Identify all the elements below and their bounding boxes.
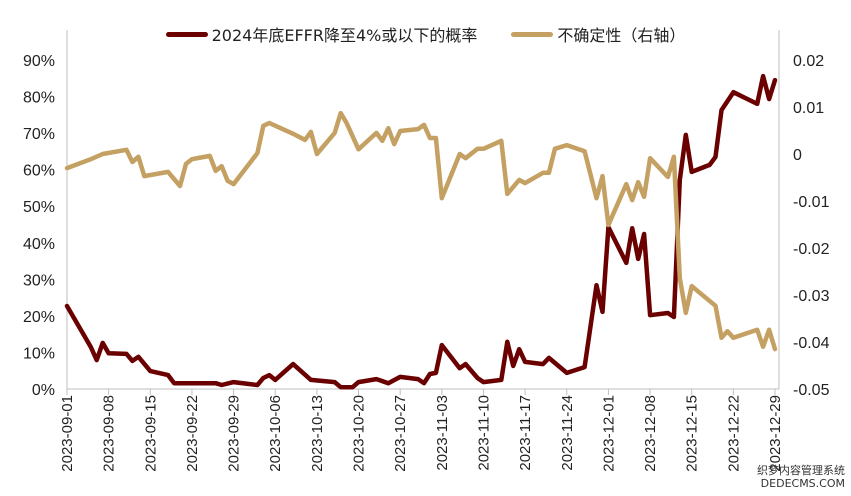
- x-tick-label: 2023-10-06: [267, 395, 284, 472]
- legend-item-probability: 2024年底EFFR降至4%或以下的概率: [165, 22, 478, 46]
- y-left-tick-label: 20%: [23, 309, 55, 326]
- x-tick-label: 2023-09-01: [59, 395, 76, 472]
- x-tick-label: 2023-12-29: [767, 395, 784, 472]
- y-left-tick-label: 50%: [23, 199, 55, 216]
- legend-item-uncertainty: 不确定性（右轴）: [511, 22, 685, 46]
- y-right-tick-label: 0.01: [793, 100, 824, 117]
- x-tick-label: 2023-12-08: [642, 395, 659, 472]
- y-right-tick-label: 0.02: [793, 53, 824, 70]
- legend-swatch-uncertainty: [511, 31, 554, 37]
- watermark-line2: DEDECMS.COM: [760, 477, 845, 490]
- x-tick-label: 2023-09-08: [101, 395, 118, 472]
- x-tick-label: 2023-10-13: [309, 395, 326, 472]
- y-left-tick-label: 10%: [23, 345, 55, 362]
- y-left-tick-label: 60%: [23, 163, 55, 180]
- x-tick-label: 2023-12-15: [684, 395, 701, 472]
- series-line-uncertainty: [64, 110, 778, 352]
- legend-label-uncertainty: 不确定性（右轴）: [557, 26, 686, 45]
- y-right-tick-label: -0.03: [793, 288, 830, 305]
- x-tick-label: 2023-10-20: [351, 395, 368, 472]
- x-tick-label: 2023-11-03: [434, 395, 451, 471]
- legend-label-probability: 2024年底EFFR降至4%或以下的概率: [211, 26, 478, 45]
- x-tick-label: 2023-11-24: [559, 395, 576, 471]
- x-tick-label: 2023-12-01: [600, 395, 617, 472]
- y-left-tick-label: 70%: [23, 126, 55, 143]
- series-line-probability: [64, 73, 778, 390]
- y-left-tick-label: 90%: [23, 53, 55, 70]
- y-right-tick-label: -0.01: [793, 194, 830, 211]
- y-right-tick-label: 0: [793, 147, 802, 164]
- x-tick-label: 2023-12-22: [725, 395, 742, 472]
- y-right-tick-label: -0.05: [793, 382, 830, 399]
- x-tick-label: 2023-11-17: [517, 395, 534, 471]
- legend-swatch-probability: [165, 31, 208, 37]
- x-tick-label: 2023-11-10: [475, 395, 492, 471]
- x-tick-label: 2023-09-15: [142, 395, 159, 472]
- y-left-tick-label: 0%: [32, 382, 55, 399]
- legend: 2024年底EFFR降至4%或以下的概率 不确定性（右轴）: [0, 22, 851, 46]
- y-left-tick-label: 40%: [23, 236, 55, 253]
- watermark: 织梦内容管理系统 DEDECMS.COM: [757, 464, 845, 490]
- y-left-tick-label: 80%: [23, 90, 55, 107]
- x-tick-label: 2023-09-22: [184, 395, 201, 472]
- x-tick-label: 2023-10-27: [392, 395, 409, 472]
- y-right-tick-label: -0.02: [793, 241, 830, 258]
- x-tick-label: 2023-09-29: [226, 395, 243, 472]
- y-right-tick-label: -0.04: [793, 335, 830, 352]
- watermark-line1: 织梦内容管理系统: [757, 464, 845, 477]
- y-left-tick-label: 30%: [23, 272, 55, 289]
